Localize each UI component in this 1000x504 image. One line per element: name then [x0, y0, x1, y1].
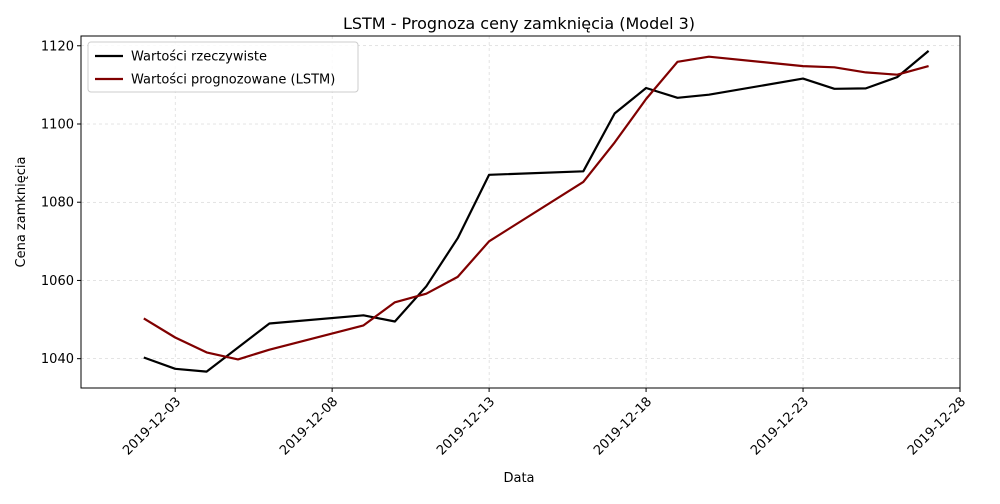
legend-label: Wartości rzeczywiste: [131, 50, 267, 65]
x-tick-label: 2019-12-03: [120, 394, 184, 458]
y-tick-label: 1040: [41, 352, 74, 367]
y-tick-label: 1080: [41, 196, 74, 211]
x-tick-label: 2019-12-18: [591, 394, 655, 458]
y-axis-label: Cena zamknięcia: [14, 157, 29, 268]
plot-frame: [80, 35, 961, 389]
y-axis: 1040 1060 1080 1100 1120: [41, 39, 81, 367]
y-tick-label: 1120: [41, 39, 74, 54]
chart-title: LSTM - Prognoza ceny zamknięcia (Model 3…: [343, 14, 695, 33]
x-axis: 2019-12-03 2019-12-08 2019-12-13 2019-12-18…: [120, 388, 969, 458]
legend-label: Wartości prognozowane (LSTM): [131, 73, 335, 88]
series-layer: [143, 50, 930, 373]
series-line-2: [143, 55, 929, 361]
x-axis-label: Data: [503, 471, 534, 486]
legend: Wartości rzeczywiste Wartości prognozowan…: [87, 41, 359, 93]
y-tick-label: 1060: [41, 274, 74, 289]
x-tick-label: 2019-12-23: [748, 394, 812, 458]
x-tick-label: 2019-12-13: [434, 394, 498, 458]
series-line-1: [143, 50, 930, 373]
x-tick-label: 2019-12-08: [277, 394, 341, 458]
legend-box: [87, 41, 359, 93]
x-tick-label: 2019-12-28: [905, 394, 969, 458]
y-tick-label: 1100: [41, 118, 74, 133]
